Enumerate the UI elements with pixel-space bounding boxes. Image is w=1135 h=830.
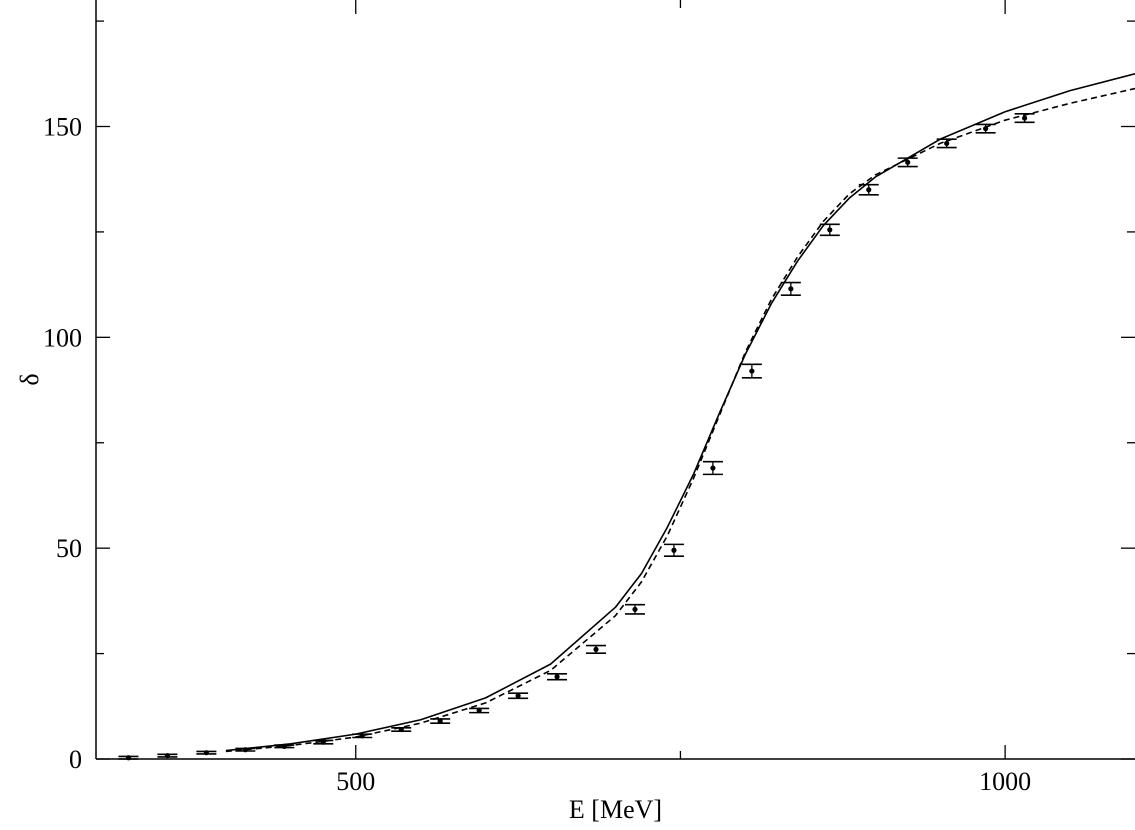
data-point-marker — [554, 674, 560, 680]
data-point — [741, 363, 762, 379]
data-point-marker — [827, 227, 833, 233]
data-point-marker — [359, 733, 365, 739]
x-tick-label: 1000 — [979, 767, 1031, 796]
data-point — [430, 718, 451, 724]
data-point-marker — [1022, 115, 1028, 121]
data-point-marker — [320, 739, 326, 745]
data-point-marker — [437, 718, 443, 724]
y-tick-label: 0 — [69, 745, 82, 774]
data-point-marker — [710, 465, 716, 471]
x-axis-title: E [MeV] — [569, 795, 662, 824]
data-point — [624, 603, 645, 615]
data-point — [196, 750, 217, 756]
data-point — [975, 123, 996, 134]
data-point — [702, 460, 723, 476]
data-point — [391, 726, 412, 733]
axes: 500 1000 0 50 100 150 — [43, 0, 1135, 796]
plot-area — [118, 73, 1135, 761]
data-point-marker — [788, 286, 794, 292]
data-point-marker — [866, 187, 872, 193]
data-point — [1014, 113, 1035, 124]
data-point — [586, 644, 607, 654]
data-point — [508, 692, 529, 700]
data-point — [858, 183, 879, 196]
data-point-marker — [632, 606, 638, 612]
data-point-marker — [515, 693, 521, 699]
data-point — [547, 673, 568, 681]
data-point-marker — [164, 753, 171, 759]
data-point — [157, 753, 178, 759]
y-tick-label: 100 — [43, 323, 82, 352]
x-tick-label: 500 — [336, 767, 375, 796]
data-point-marker — [749, 368, 755, 374]
y-axis-title: δ — [15, 373, 44, 385]
data-point — [819, 223, 840, 237]
data-point — [469, 707, 490, 714]
data-point-marker — [944, 140, 950, 146]
data-point-marker — [476, 707, 482, 714]
data-point-marker — [203, 750, 209, 756]
y-tick-label: 150 — [43, 113, 82, 142]
solid-curve — [225, 73, 1135, 752]
data-point-marker — [905, 159, 911, 165]
data-point-marker — [593, 646, 599, 652]
y-tick-label: 50 — [56, 534, 82, 563]
data-point-marker — [671, 547, 677, 553]
data-point — [663, 543, 684, 557]
dashed-curve — [225, 87, 1135, 753]
